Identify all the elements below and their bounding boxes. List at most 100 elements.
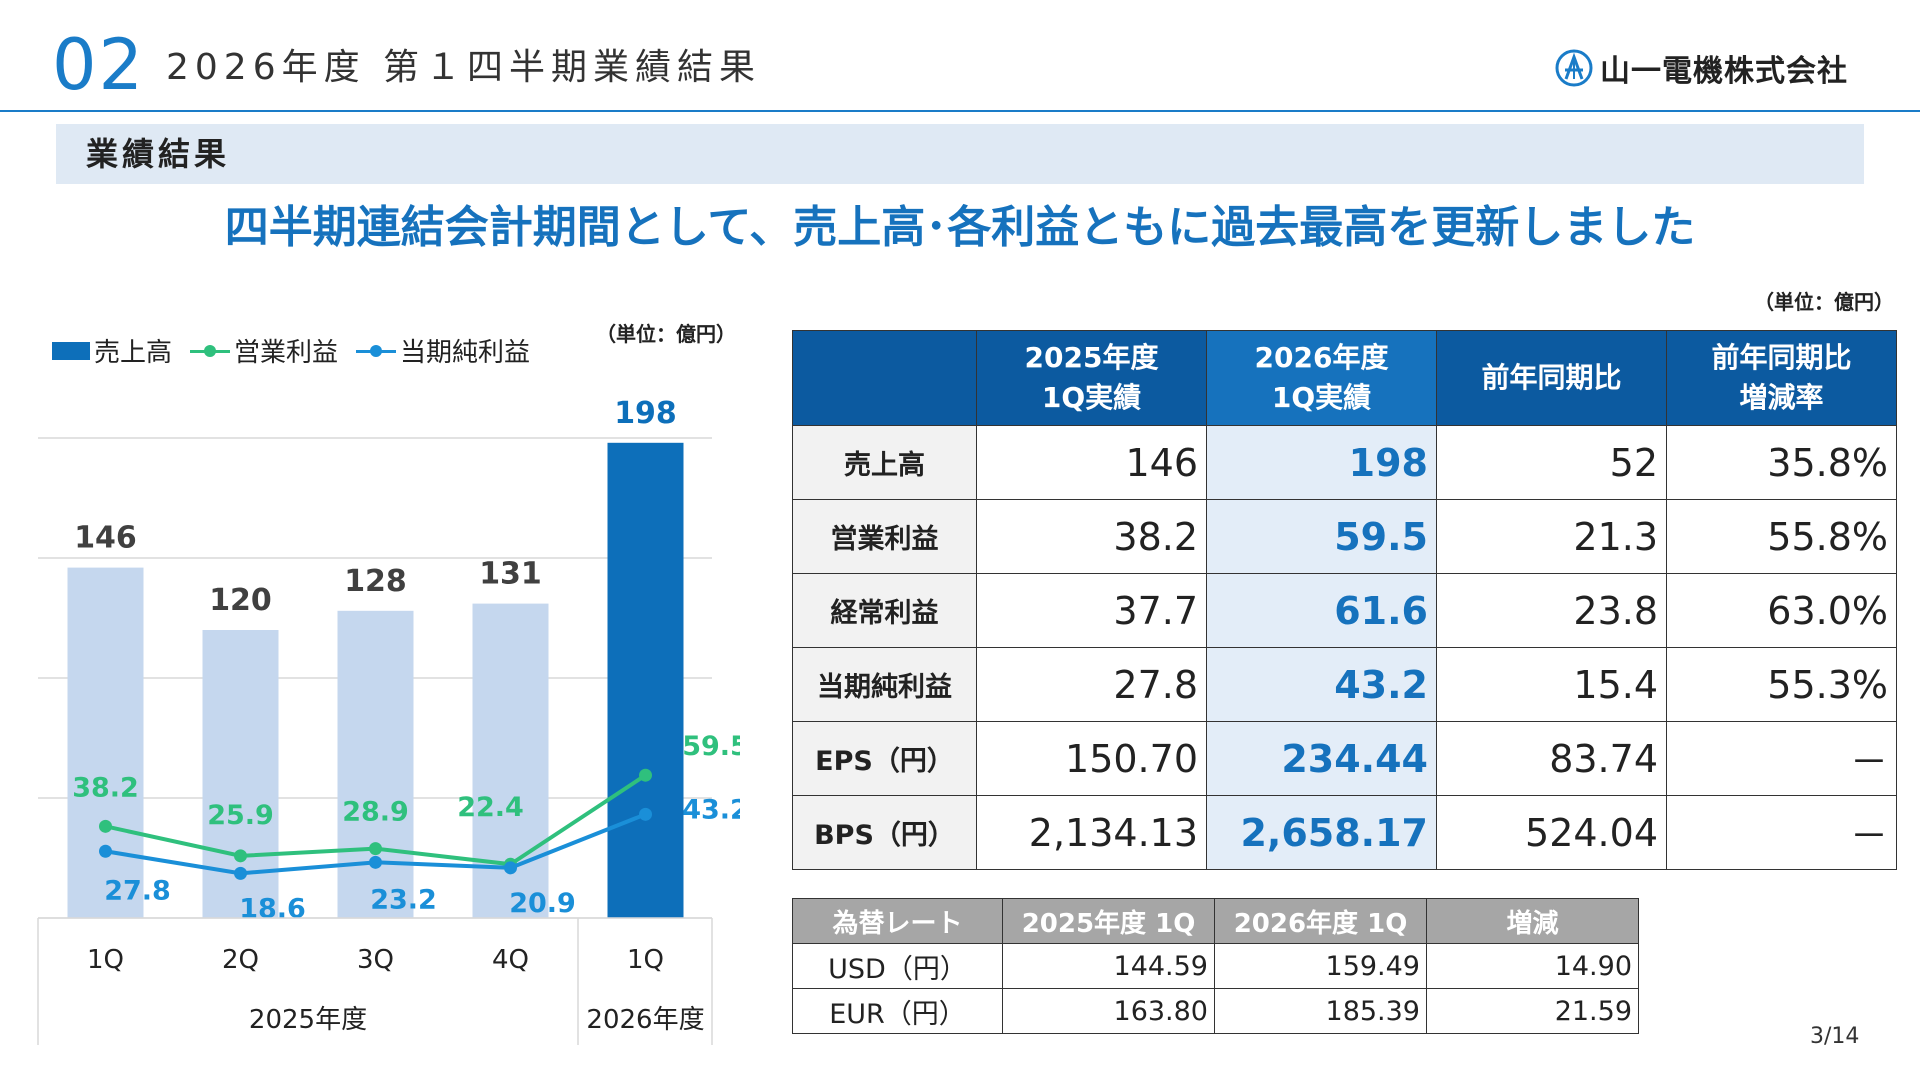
label-operating-profit: 59.5 — [682, 731, 740, 762]
table-row: 経常利益 37.7 61.6 23.8 63.0% — [792, 573, 1897, 648]
legend-swatch-line — [356, 342, 397, 360]
label-net-profit: 23.2 — [370, 884, 437, 915]
legend-item-sales: 売上高 — [52, 332, 172, 369]
table-row: 売上高 146 198 52 35.8% — [792, 425, 1897, 500]
bar-label: 120 — [209, 583, 272, 618]
row-label: 営業利益 — [792, 499, 977, 574]
point-operating-profit — [639, 768, 652, 782]
table-cell: 15.4 — [1436, 647, 1667, 722]
table-unit-label: （単位：億円） — [1754, 290, 1894, 314]
table-cell: 63.0% — [1666, 573, 1897, 648]
table-header-cell: 2025年度 1Q実績 — [976, 330, 1207, 426]
company-logo: 山一電機株式会社 — [1554, 46, 1848, 90]
table-cell: 21.3 — [1436, 499, 1667, 574]
year-group-label: 2025年度 — [249, 1005, 367, 1035]
fx-header-cell: 為替レート — [792, 898, 1003, 944]
label-operating-profit: 38.2 — [72, 772, 139, 803]
table-header-cell: 前年同期比 — [1436, 330, 1667, 426]
fx-header-cell: 2025年度 1Q — [1002, 898, 1215, 944]
slide-title: 2026年度 第１四半期業績結果 — [166, 47, 762, 88]
table-cell: 61.6 — [1206, 573, 1437, 648]
chart-unit-label: （単位：億円） — [596, 322, 736, 346]
table-header-cell: 前年同期比 増減率 — [1666, 330, 1897, 426]
table-cell: 23.8 — [1436, 573, 1667, 648]
table-row: EUR（円） 163.80 185.39 21.59 — [792, 988, 1639, 1034]
table-cell: 43.2 — [1206, 647, 1437, 722]
chart-legend: 売上高 営業利益 当期純利益 — [52, 332, 548, 369]
table-cell: 55.8% — [1666, 499, 1897, 574]
table-cell: 59.5 — [1206, 499, 1437, 574]
table-cell: 2,134.13 — [976, 795, 1207, 870]
label-operating-profit: 25.9 — [207, 800, 274, 831]
point-net-profit — [639, 807, 652, 821]
table-row: 営業利益 38.2 59.5 21.3 55.8% — [792, 499, 1897, 574]
table-cell: 144.59 — [1002, 943, 1215, 989]
table-cell: 2,658.17 — [1206, 795, 1437, 870]
legend-item-operating-profit: 営業利益 — [190, 332, 338, 369]
legend-label: 当期純利益 — [400, 338, 531, 368]
legend-swatch-line — [190, 342, 231, 360]
table-row: 当期純利益 27.8 43.2 15.4 55.3% — [792, 647, 1897, 722]
x-tick-label: 2Q — [222, 945, 259, 975]
table-cell: 21.59 — [1426, 988, 1639, 1034]
row-label: EPS（円） — [792, 721, 977, 796]
table-cell: 163.80 — [1002, 988, 1215, 1034]
table-cell: 524.04 — [1436, 795, 1667, 870]
point-operating-profit — [99, 819, 112, 833]
x-tick-label: 1Q — [87, 945, 124, 975]
table-header-cell: 2026年度 1Q実績 — [1206, 330, 1437, 426]
bar-label: 146 — [74, 521, 137, 556]
table-header-corner — [792, 330, 977, 426]
x-tick-label: 1Q — [627, 945, 664, 975]
results-table: 2025年度 1Q実績 2026年度 1Q実績 前年同期比 前年同期比 増減率 … — [792, 330, 1897, 870]
table-cell: － — [1666, 795, 1897, 870]
legend-label: 営業利益 — [234, 338, 339, 368]
point-operating-profit — [369, 842, 382, 856]
point-operating-profit — [234, 849, 247, 863]
row-label: EUR（円） — [792, 988, 1003, 1034]
table-cell: 35.8% — [1666, 425, 1897, 500]
legend-swatch-bar — [52, 341, 90, 360]
table-cell: 55.3% — [1666, 647, 1897, 722]
x-tick-label: 3Q — [357, 945, 394, 975]
bar-label: 131 — [479, 557, 542, 592]
row-label: USD（円） — [792, 943, 1003, 989]
x-tick-label: 4Q — [492, 945, 529, 975]
bar-label: 128 — [344, 564, 407, 599]
row-label: 売上高 — [792, 425, 977, 500]
section-band-title: 業績結果 — [86, 135, 231, 173]
headline: 四半期連結会計期間として、売上高･各利益ともに過去最高を更新しました — [224, 202, 1696, 253]
chart-canvas: 146 120 128 131 198 38.2 25.9 28.9 22.4 59.5 27.8 1… — [37, 396, 740, 1045]
label-net-profit: 43.2 — [682, 794, 740, 825]
table-cell: 14.90 — [1426, 943, 1639, 989]
table-cell: 52 — [1436, 425, 1667, 500]
table-cell: 150.70 — [976, 721, 1207, 796]
bar-label: 198 — [614, 396, 677, 431]
label-net-profit: 27.8 — [104, 875, 171, 906]
label-net-profit: 18.6 — [239, 893, 306, 924]
company-mark-icon — [1555, 49, 1593, 87]
row-label: 当期純利益 — [792, 647, 977, 722]
page-number: 3/14 — [1810, 1024, 1860, 1049]
point-net-profit — [504, 861, 517, 875]
legend-item-net-profit: 当期純利益 — [356, 332, 530, 369]
company-name: 山一電機株式会社 — [1600, 54, 1848, 89]
year-group-label: 2026年度 — [586, 1005, 704, 1035]
table-row: EPS（円） 150.70 234.44 83.74 － — [792, 721, 1897, 796]
table-cell: 185.39 — [1214, 988, 1427, 1034]
point-net-profit — [99, 844, 112, 858]
results-chart: 146 120 128 131 198 38.2 25.9 28.9 22.4 59.5 27.8 1… — [0, 300, 740, 1060]
table-cell: 38.2 — [976, 499, 1207, 574]
table-cell: 146 — [976, 425, 1207, 500]
table-cell: 83.74 — [1436, 721, 1667, 796]
fx-header-cell: 増減 — [1426, 898, 1639, 944]
table-cell: 234.44 — [1206, 721, 1437, 796]
row-label: 経常利益 — [792, 573, 977, 648]
table-cell: 37.7 — [976, 573, 1207, 648]
table-cell: 198 — [1206, 425, 1437, 500]
legend-label: 売上高 — [94, 338, 173, 368]
header-divider — [0, 110, 1920, 112]
row-label: BPS（円） — [792, 795, 977, 870]
label-net-profit: 20.9 — [509, 888, 576, 919]
table-header-row: 2025年度 1Q実績 2026年度 1Q実績 前年同期比 前年同期比 増減率 — [792, 330, 1897, 426]
